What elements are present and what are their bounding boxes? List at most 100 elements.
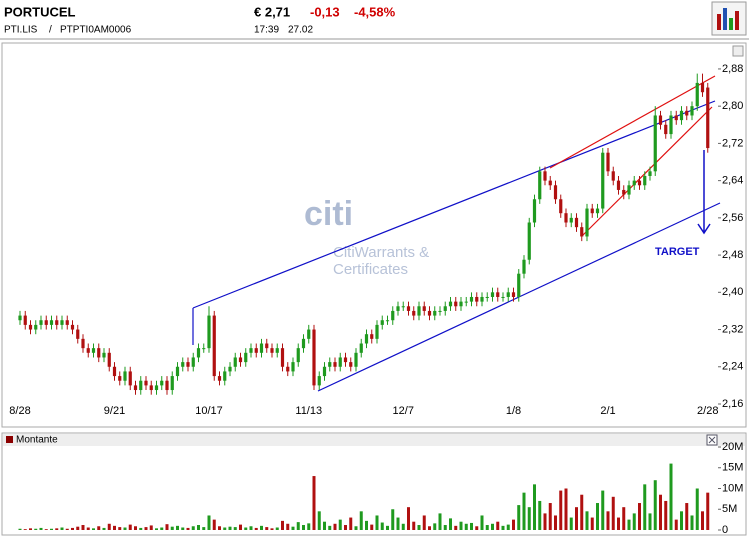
- volume-bar: [396, 517, 400, 530]
- volume-bar: [480, 515, 484, 530]
- candle-body: [695, 82, 699, 107]
- volume-bar: [674, 519, 678, 530]
- y-tick-label: 2,56: [722, 212, 743, 224]
- trend-line: [549, 75, 716, 169]
- volume-bar: [669, 463, 673, 530]
- volume-bar: [701, 511, 704, 530]
- candle-body: [312, 329, 316, 386]
- candle-body: [543, 171, 547, 181]
- candle-body: [165, 380, 169, 391]
- candle-body: [191, 357, 195, 367]
- candle-body: [517, 273, 521, 297]
- x-tick-label: 2/28: [697, 405, 718, 417]
- volume-bar: [270, 528, 274, 530]
- candle-body: [622, 189, 626, 195]
- candle-body: [280, 348, 285, 367]
- candle-body: [44, 320, 48, 325]
- volume-bar: [496, 521, 500, 530]
- candle-body: [270, 348, 274, 353]
- candle-body: [49, 320, 54, 325]
- trend-line: [581, 106, 713, 237]
- volume-bar: [617, 517, 620, 530]
- isin: PTPTI0AM0006: [60, 25, 132, 36]
- candle-body: [700, 82, 705, 93]
- volume-bar: [249, 526, 253, 530]
- volume-bar: [638, 503, 641, 530]
- volume-bar: [370, 524, 374, 530]
- candle-body: [133, 385, 138, 391]
- volume-bar: [407, 507, 410, 530]
- volume-bar: [323, 521, 326, 530]
- candle-body: [574, 217, 579, 228]
- volume-bar: [349, 517, 353, 530]
- change-pct: -4,58%: [354, 4, 396, 19]
- candle-body: [690, 106, 694, 116]
- candle-body: [28, 324, 33, 330]
- volume-bar: [275, 527, 279, 530]
- candle-body: [160, 380, 164, 386]
- candle-body: [443, 306, 447, 311]
- volume-bar: [380, 522, 384, 530]
- volume-bar: [611, 496, 615, 530]
- volume-bar: [312, 476, 316, 530]
- candle-body: [354, 352, 358, 367]
- date: 27.02: [288, 25, 313, 36]
- candle-body: [149, 385, 153, 391]
- y-tick-label: 5M: [722, 503, 737, 515]
- y-tick-label: 2,88: [722, 63, 743, 75]
- volume-panel: [1, 432, 747, 536]
- x-tick-label: 1/8: [506, 405, 521, 417]
- volume-bar: [412, 521, 416, 530]
- candle-body: [60, 320, 64, 325]
- candle-body: [632, 180, 636, 186]
- candle-body: [154, 385, 159, 391]
- volume-bar: [113, 525, 116, 530]
- candle-body: [480, 296, 484, 302]
- volume-bar: [55, 528, 59, 530]
- volume-bar: [344, 525, 347, 530]
- candle-body: [338, 357, 342, 367]
- volume-bar: [627, 519, 631, 530]
- volume-bar: [517, 505, 521, 530]
- candle-body: [317, 376, 321, 386]
- candle-body: [559, 199, 563, 214]
- volume-bar: [170, 526, 174, 530]
- y-tick-label: 2,48: [722, 249, 743, 261]
- volume-bar: [575, 507, 578, 530]
- y-tick-label: 2,80: [722, 100, 743, 112]
- legend-swatch: [6, 436, 13, 443]
- candle-body: [616, 180, 621, 190]
- volume-bar: [690, 515, 694, 530]
- volume-bar: [338, 519, 342, 530]
- volume-bar: [181, 527, 185, 530]
- y-tick-label: 0: [722, 524, 728, 536]
- candle-body: [86, 348, 90, 353]
- candle-body: [375, 324, 379, 339]
- volume-bar: [438, 513, 442, 530]
- price-panel: [1, 42, 747, 428]
- candle-body: [679, 110, 684, 121]
- candle-body: [417, 306, 421, 316]
- candle-body: [55, 320, 59, 325]
- volume-bar: [512, 519, 515, 530]
- candle-body: [501, 296, 505, 298]
- chart-icon[interactable]: [711, 1, 747, 36]
- volume-bar: [659, 494, 662, 530]
- volume-bar: [527, 507, 531, 530]
- candle-body: [490, 292, 495, 297]
- panel-button[interactable]: [732, 45, 744, 57]
- volume-bar: [186, 527, 190, 530]
- candle-body: [496, 292, 500, 297]
- volume-bar: [580, 494, 584, 530]
- candle-body: [175, 366, 180, 377]
- candle-body: [244, 352, 248, 363]
- y-tick-label: 2,16: [722, 398, 743, 410]
- candle-body: [637, 180, 642, 186]
- candle-body: [23, 315, 27, 325]
- candle-body: [97, 348, 101, 358]
- stock-name: PORTUCEL: [4, 4, 76, 19]
- candle-body: [196, 348, 201, 358]
- x-tick-label: 2/1: [600, 405, 615, 417]
- volume-bar: [522, 492, 526, 530]
